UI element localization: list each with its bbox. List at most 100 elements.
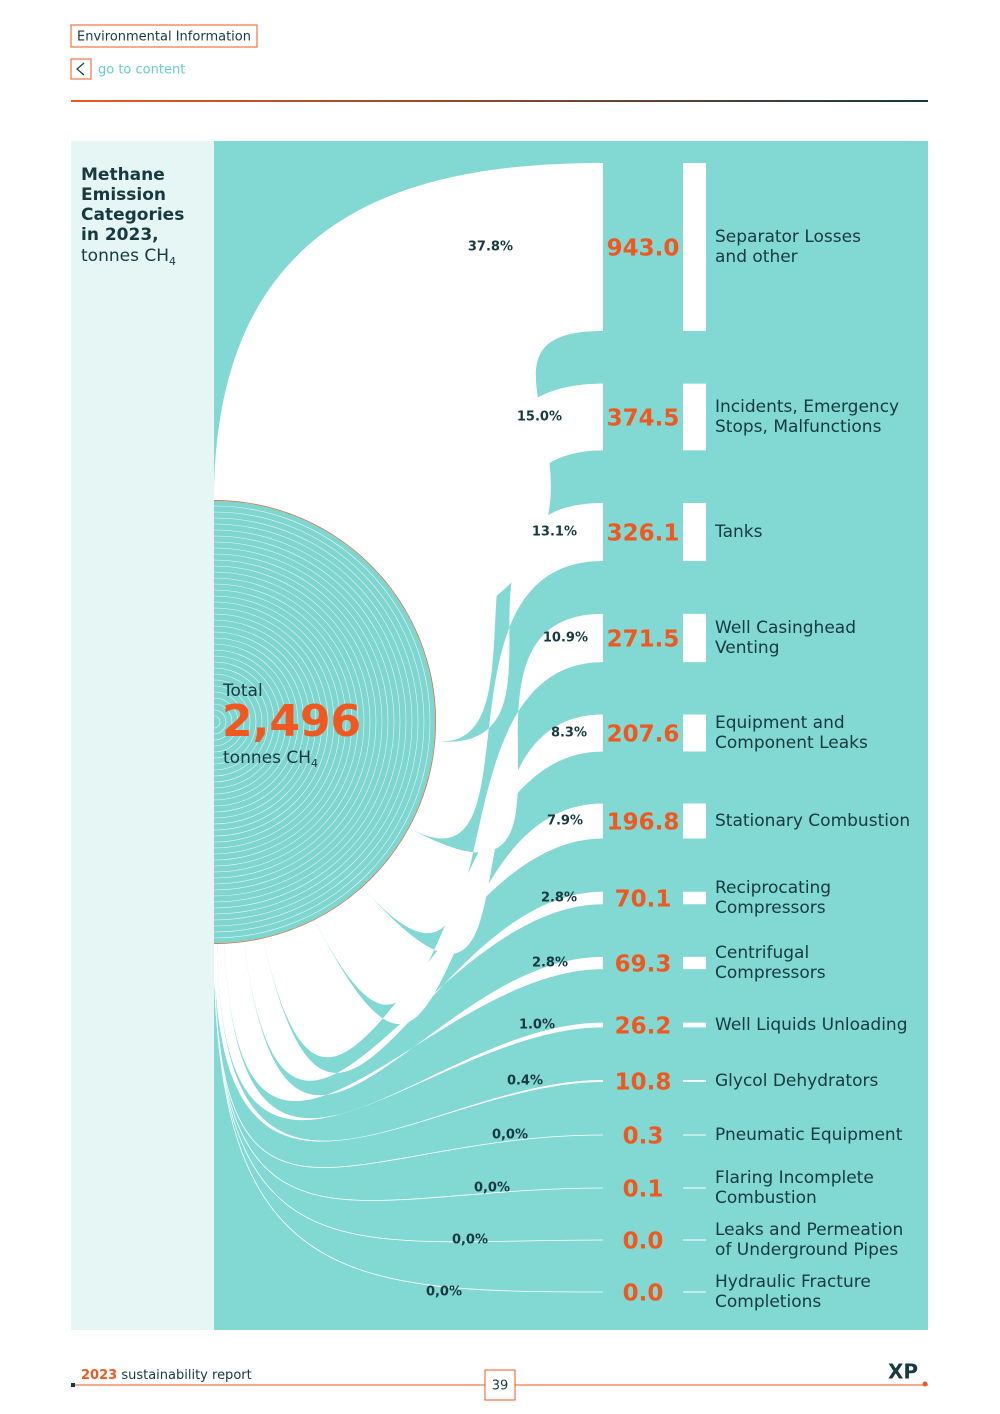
ribbon (214, 943, 604, 1293)
hub-ring (214, 511, 425, 933)
page-box (484, 1369, 516, 1401)
category-name: Component Leaks (715, 733, 868, 753)
unit-sub: 4 (311, 757, 318, 770)
value-label: 0.1 (623, 1177, 664, 1203)
hub-ring (214, 547, 389, 897)
category-name: Hydraulic Fracture (715, 1272, 871, 1292)
hub-ring (214, 595, 341, 849)
share-label: 0,0% (492, 1128, 528, 1143)
category-name: Tanks (714, 522, 763, 542)
hub-ring (214, 643, 293, 801)
share-label: 0,0% (452, 1233, 488, 1248)
title-line: in 2023, (81, 225, 159, 245)
value-label: 326.1 (607, 521, 680, 547)
share-label: 8.3% (551, 726, 587, 741)
footer-report: sustainability report (121, 1368, 251, 1383)
back-icon[interactable] (70, 58, 92, 80)
hub-ring (214, 649, 287, 795)
hub-ring (214, 517, 419, 927)
hub-ring (214, 631, 305, 813)
header-rule (71, 100, 928, 102)
hub-ring (214, 535, 401, 909)
bar (683, 1134, 706, 1136)
category-name: Leaks and Permeation (715, 1220, 903, 1240)
hub-ring (214, 697, 239, 747)
category-name: Stops, Malfunctions (715, 417, 882, 437)
hub-ring (214, 619, 317, 825)
ribbon (214, 943, 604, 1201)
section-box (70, 24, 258, 48)
hub-ring (214, 583, 353, 861)
title-unit: tonnes CH4 (81, 246, 176, 268)
total-label: Total (222, 681, 263, 701)
bar (683, 502, 706, 562)
category-name: Centrifugal (715, 943, 809, 963)
bar (683, 714, 706, 752)
ribbon (419, 383, 603, 742)
footer-year: 2023 (81, 1368, 117, 1383)
hub-ring (214, 571, 365, 873)
category-name: Glycol Dehydrators (715, 1071, 878, 1091)
bar (683, 1187, 706, 1189)
section-label: Environmental Information (77, 30, 251, 45)
hub-ring (214, 589, 347, 855)
hub-ring (214, 709, 227, 735)
footer-dot (71, 1383, 75, 1387)
share-label: 37.8% (468, 240, 513, 255)
category-name: Compressors (715, 898, 826, 918)
ribbon (362, 613, 603, 934)
category-name: Reciprocating (715, 878, 831, 898)
value-label: 271.5 (607, 627, 680, 653)
hub-ring (214, 655, 281, 789)
hub-ring (214, 541, 395, 903)
ribbon (224, 942, 604, 1102)
value-label: 26.2 (615, 1014, 672, 1040)
logo: XP (888, 1360, 918, 1384)
value-label: 0.0 (623, 1229, 664, 1255)
bar (683, 163, 706, 331)
value-label: 0.3 (623, 1124, 664, 1150)
category-name: Pneumatic Equipment (715, 1125, 903, 1145)
category-name: Combustion (715, 1188, 817, 1208)
share-label: 15.0% (517, 410, 562, 425)
hub-ring (214, 607, 329, 837)
title-line: Methane (81, 165, 165, 185)
hub-ring (214, 505, 431, 939)
category-name: Flaring Incomplete (715, 1168, 874, 1188)
category-name: Completions (715, 1292, 821, 1312)
share-label: 2.8% (532, 956, 568, 971)
title-line: Emission (81, 185, 166, 205)
unit: tonnes CH (81, 246, 169, 266)
ribbon (243, 891, 603, 1081)
page-number: 39 (492, 1379, 509, 1394)
unit-sub: 4 (169, 255, 176, 268)
hub-ring (214, 553, 383, 891)
hub-ring (214, 523, 413, 921)
share-label: 10.9% (543, 631, 588, 646)
category-name: Equipment and (715, 713, 845, 733)
ribbon (409, 502, 603, 839)
back-link[interactable]: go to content (98, 63, 185, 78)
bar (683, 1022, 706, 1028)
category-name: Stationary Combustion (715, 811, 910, 831)
hub-ring (214, 559, 377, 885)
category-name: Well Liquids Unloading (715, 1015, 908, 1035)
ribbon (262, 803, 603, 1058)
hub-ring (214, 667, 269, 777)
share-label: 1.0% (519, 1018, 555, 1033)
category-name: and other (715, 247, 798, 267)
category-name: Well Casinghead (715, 618, 856, 638)
ribbon (314, 714, 603, 1005)
hub-ring (214, 715, 221, 729)
bar (683, 1080, 706, 1082)
sankey (214, 163, 706, 1293)
hub-ring (214, 703, 233, 741)
hub (214, 500, 436, 944)
logo-dot (922, 1381, 928, 1387)
category-name: Venting (715, 638, 780, 658)
share-label: 0,0% (474, 1181, 510, 1196)
total-unit: tonnes CH4 (223, 748, 318, 770)
value-label: 943.0 (607, 236, 680, 262)
